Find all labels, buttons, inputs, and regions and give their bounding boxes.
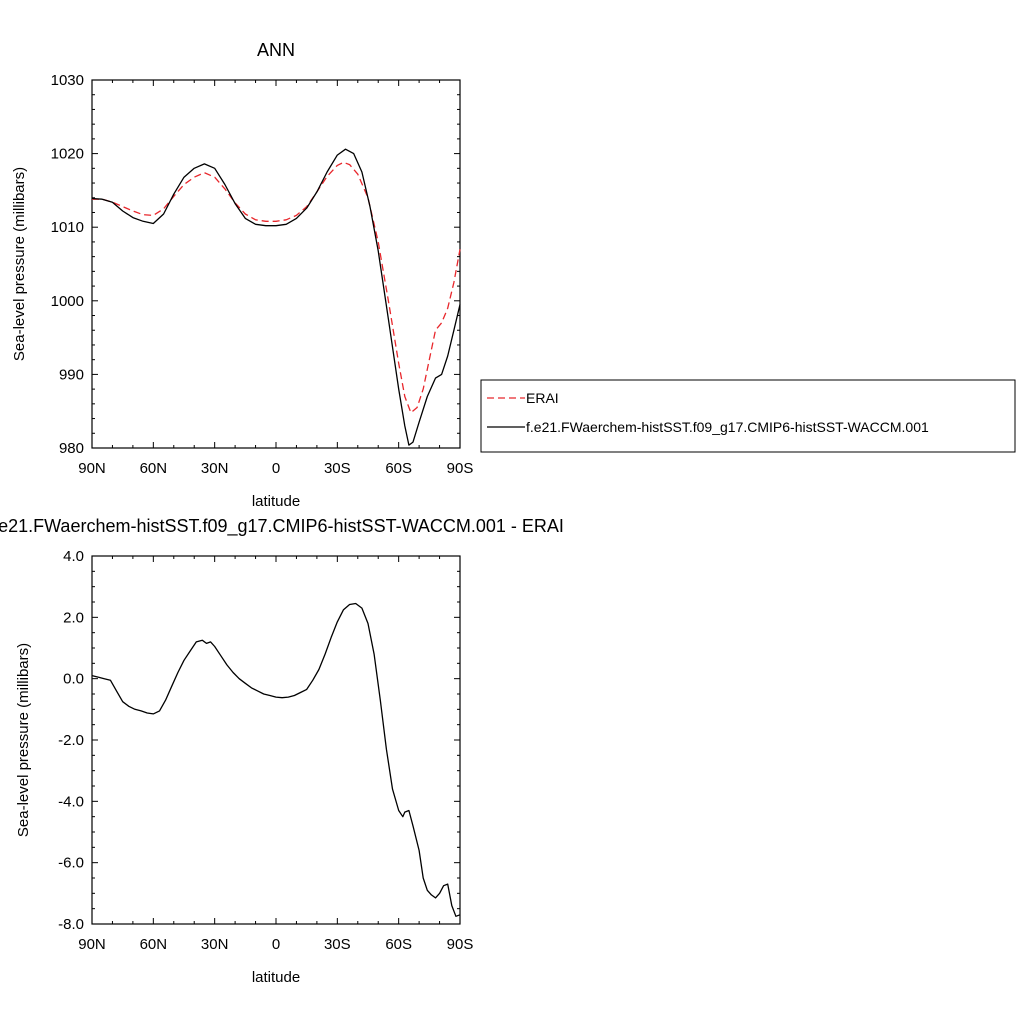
plot-frame — [91, 79, 461, 449]
y-tick-label: 1020 — [51, 146, 84, 163]
series-top — [91, 148, 461, 446]
y-axis-title: Sea-level pressure (millibars) — [11, 167, 28, 361]
x-tick-label: 60S — [385, 460, 412, 477]
chart-title-diff: f.e21.FWaerchem-histSST.f09_g17.CMIP6-hi… — [0, 516, 564, 537]
y-tick-label: 0.0 — [63, 671, 84, 688]
x-tick-label: 0 — [272, 460, 280, 477]
x-tick-label: 0 — [272, 936, 280, 953]
x-axis-title-diff: latitude — [252, 969, 300, 986]
series-line-0-0 — [92, 161, 461, 414]
x-tick-label: 90N — [78, 936, 106, 953]
y-tick-label: 1030 — [51, 72, 84, 89]
panel-bottom: f.e21.FWaerchem-histSST.f09_g17.CMIP6-hi… — [0, 516, 564, 986]
x-tick-label: 90N — [78, 460, 106, 477]
series-line-1-0 — [91, 602, 461, 917]
x-tick-label: 60N — [140, 936, 168, 953]
series-bottom — [91, 602, 461, 917]
x-tick-label: 30N — [201, 936, 229, 953]
panel-top: ANN 90N 60N 30N 0 30S 60S 90S 980 990 1000 1010 102… — [11, 40, 1016, 510]
legend-label-erai: ERAI — [526, 390, 559, 406]
y-tick-label: -6.0 — [58, 855, 84, 872]
legend-box — [480, 379, 1016, 453]
y-tick-label: -8.0 — [58, 916, 84, 933]
x-tick-label: 30S — [324, 936, 351, 953]
x-tick-label: 60S — [385, 936, 412, 953]
x-tick-label: 90S — [447, 936, 474, 953]
chart-title: ANN — [257, 40, 295, 60]
x-tick-label: 30S — [324, 460, 351, 477]
y-tick-label: -4.0 — [58, 793, 84, 810]
legend: ERAI f.e21.FWaerchem-histSST.f09_g17.CMI… — [480, 379, 1016, 453]
x-axis-title: latitude — [252, 493, 300, 510]
x-tick-label: 60N — [140, 460, 168, 477]
y-tick-label: 980 — [59, 440, 84, 457]
y-tick-label: -2.0 — [58, 732, 84, 749]
y-axis-title-diff: Sea-level pressure (millibars) — [15, 643, 32, 837]
series-line-0-1 — [91, 148, 461, 446]
legend-label-model: f.e21.FWaerchem-histSST.f09_g17.CMIP6-hi… — [526, 419, 929, 435]
y-tick-label: 2.0 — [63, 609, 84, 626]
plot-frame-diff — [91, 555, 461, 925]
y-tick-label: 1010 — [51, 219, 84, 236]
ticks-top: 90N 60N 30N 0 30S 60S 90S 980 990 1000 1010 1020 103… — [51, 72, 474, 477]
y-tick-label: 1000 — [51, 293, 84, 310]
x-tick-label: 90S — [447, 460, 474, 477]
y-tick-label: 990 — [59, 366, 84, 383]
x-tick-label: 30N — [201, 460, 229, 477]
y-tick-label: 4.0 — [63, 548, 84, 565]
ticks-bottom: 90N 60N 30N 0 30S 60S 90S -8.0 -6.0 -4.0 -2.0 0.0 2.… — [58, 548, 473, 953]
